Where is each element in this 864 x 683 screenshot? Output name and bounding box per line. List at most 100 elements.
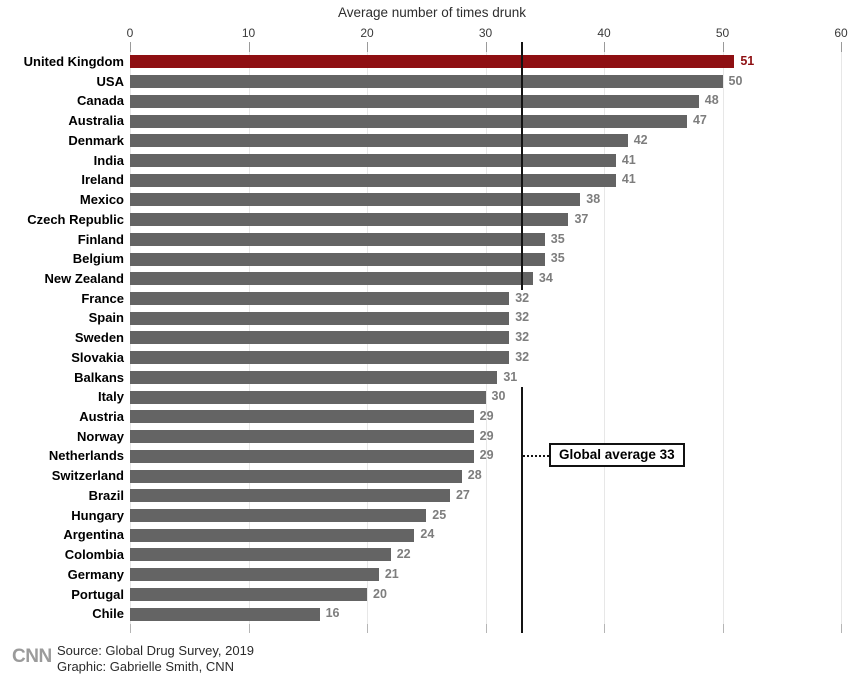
country-label: Brazil: [88, 487, 124, 503]
country-label: Ireland: [81, 172, 124, 188]
value-label: 24: [420, 527, 435, 542]
bar-row: Colombia 22: [65, 545, 841, 565]
global-average-connector: [523, 455, 550, 458]
bar-row: Norway 29: [77, 427, 841, 447]
value-label: 48: [704, 93, 719, 108]
bar: [130, 528, 415, 542]
bar: [130, 449, 474, 463]
bar-row: Brazil 27: [89, 486, 841, 506]
country-label: Colombia: [64, 547, 124, 563]
tick-mark-bottom-30: [485, 624, 487, 633]
value-label: 21: [384, 566, 399, 581]
graphic-credit-line: Graphic: Gabrielle Smith, CNN: [57, 659, 234, 674]
value-label: 20: [373, 586, 387, 601]
bar: [130, 272, 533, 286]
x-axis-tick-50: 50: [715, 26, 730, 40]
bar: [130, 153, 616, 167]
bar-row: USA 50: [97, 72, 841, 92]
value-label: 16: [325, 606, 340, 621]
source-line: Source: Global Drug Survey, 2019: [57, 643, 255, 658]
value-label: 34: [538, 270, 553, 285]
x-axis-tick-30: 30: [478, 26, 493, 40]
country-label: Austria: [79, 409, 124, 425]
country-label: Netherlands: [48, 448, 124, 464]
tick-mark-top-50: [722, 42, 724, 52]
country-label: Argentina: [63, 527, 124, 543]
bar: [130, 548, 391, 562]
plot-rows: United Kingdom 51 USA 50 Canada 48 Australia 47…: [24, 52, 841, 624]
bar: [130, 75, 723, 89]
x-axis-tick-0: 0: [126, 26, 134, 40]
country-label: Norway: [77, 428, 124, 444]
x-axis-tick-labels: 0 10 20 30 40 50 60: [126, 26, 848, 40]
bar-row: Chile 16: [92, 604, 841, 624]
bar-row: Sweden 32: [75, 328, 841, 348]
bar-row: Netherlands 29: [49, 446, 841, 466]
x-axis-tick-10: 10: [241, 26, 256, 40]
bar-row: Mexico 38: [80, 190, 841, 210]
bar: [130, 587, 367, 601]
country-label: Belgium: [72, 251, 124, 267]
value-label: 30: [491, 389, 506, 404]
bar-row: Czech Republic 37: [27, 210, 841, 230]
bar: [130, 489, 450, 503]
country-label: Finland: [77, 231, 124, 247]
country-label: Germany: [67, 566, 124, 582]
global-average-label: Global average 33: [549, 443, 685, 468]
value-label: 29: [479, 448, 494, 463]
value-label: 41: [621, 152, 636, 167]
bar-row: Austria 29: [79, 407, 841, 427]
country-label: USA: [96, 73, 124, 89]
value-label: 32: [515, 349, 530, 364]
value-label: 50: [728, 73, 743, 88]
value-label: 32: [515, 330, 530, 345]
country-label: United Kingdom: [23, 54, 124, 69]
value-label: 37: [574, 211, 589, 226]
bar: [130, 252, 545, 266]
bar: [130, 430, 474, 444]
country-label: India: [93, 152, 124, 168]
bar-row: Spain 32: [89, 308, 841, 328]
value-label: 35: [550, 231, 565, 246]
gridline-40: [604, 45, 605, 630]
country-label: Czech Republic: [27, 211, 124, 227]
bar: [130, 390, 486, 404]
country-label: Canada: [77, 93, 124, 109]
country-label: Balkans: [74, 369, 124, 385]
x-axis-tick-20: 20: [360, 26, 374, 40]
source-credit: Source: Global Drug Survey, 2019 Graphic…: [57, 643, 254, 675]
bar: [130, 410, 474, 424]
x-axis-tick-60: 60: [834, 26, 848, 40]
tick-mark-top-10: [248, 42, 250, 52]
country-label: France: [81, 290, 124, 306]
tick-mark-bottom-60: [841, 624, 842, 633]
value-label: 32: [515, 310, 530, 325]
country-label: Chile: [92, 606, 124, 622]
global-average-line-upper: [521, 42, 524, 290]
value-label: 29: [479, 428, 494, 443]
value-label: 29: [479, 409, 494, 424]
bar-row: Belgium 35: [73, 249, 841, 269]
bar: [130, 311, 510, 325]
bar-row: Ireland 41: [81, 170, 841, 190]
country-label: Mexico: [79, 192, 124, 208]
bar: [130, 94, 699, 108]
tick-mark-bottom-20: [367, 624, 368, 633]
country-label: New Zealand: [44, 270, 124, 286]
bar: [130, 55, 735, 69]
value-label: 28: [467, 468, 482, 483]
bar-row: Denmark 42: [68, 131, 841, 151]
bar-row: Slovakia 32: [71, 348, 841, 368]
chart-title: Average number of times drunk: [337, 5, 527, 20]
value-label: 35: [550, 251, 565, 266]
country-label: Sweden: [74, 330, 124, 346]
bar: [130, 173, 616, 187]
bar-row: Italy 30: [98, 387, 841, 407]
bar: [130, 193, 581, 207]
tick-mark-bottom-10: [248, 624, 250, 633]
bar: [130, 114, 687, 128]
country-label: Switzerland: [51, 468, 124, 484]
bar-row: New Zealand 34: [45, 269, 841, 289]
tick-mark-top-0: [130, 42, 131, 52]
